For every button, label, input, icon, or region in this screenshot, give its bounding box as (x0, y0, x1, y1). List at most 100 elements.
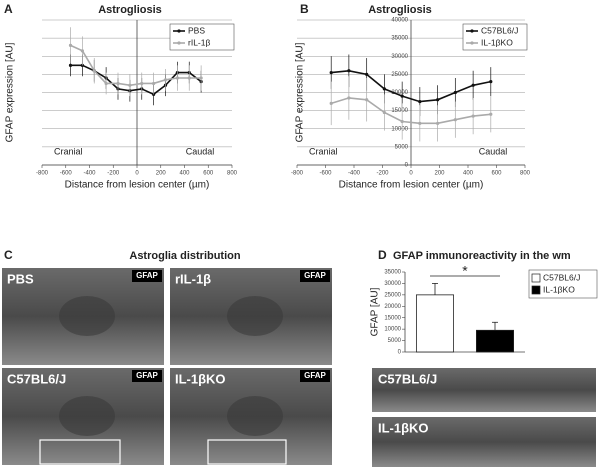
series-line (330, 97, 491, 125)
point (329, 70, 333, 75)
x-tick-label: 800 (520, 171, 531, 177)
y-tick-label: 40000 (391, 18, 408, 24)
micrograph (372, 368, 596, 412)
legend-marker (470, 29, 474, 33)
x-axis-label: Distance from lesion center (µm) (65, 180, 210, 191)
x-axis-label: Distance from lesion center (µm) (339, 180, 484, 191)
point (68, 63, 73, 67)
y-axis-label: GFAP expression [AU] (5, 42, 16, 142)
y-tick-label: 35000 (391, 36, 408, 42)
y-tick-label: 25000 (391, 72, 408, 78)
y-tick-label: 10000 (391, 126, 408, 132)
point (436, 121, 440, 125)
panel-title: Astroglia distribution (129, 250, 241, 262)
image-label: IL-1βKO (175, 371, 226, 386)
series-line (331, 69, 491, 103)
chart-title: GFAP immunoreactivity in the wm (393, 250, 571, 262)
point (68, 43, 73, 47)
point (365, 72, 369, 76)
point (347, 69, 351, 73)
x-tick-label: -800 (291, 171, 304, 177)
point (489, 80, 493, 84)
legend-marker (177, 29, 181, 33)
legend-label: C57BL6/J (481, 25, 518, 35)
point (471, 83, 475, 87)
roi-box (39, 439, 121, 465)
point (199, 76, 203, 80)
point (128, 83, 132, 87)
image-badge: GFAP (304, 271, 326, 280)
legend-label: PBS (188, 25, 205, 35)
x-tick-label: 0 (135, 171, 139, 177)
point (365, 98, 369, 102)
bar (415, 294, 454, 353)
image-label: PBS (7, 271, 34, 286)
image-label: C57BL6/J (7, 371, 66, 386)
x-tick-label: -200 (376, 171, 389, 177)
y-tick-label: 20000 (384, 304, 401, 310)
lesion (227, 296, 283, 336)
lesion (227, 396, 283, 436)
y-tick-label: 25000 (384, 292, 401, 298)
point (382, 110, 386, 115)
lesion (59, 296, 115, 336)
chart-title: Astrogliosis (98, 4, 162, 16)
point (163, 78, 168, 82)
x-tick-label: 800 (227, 171, 238, 177)
point (329, 101, 333, 105)
point (400, 119, 404, 124)
legend-swatch (531, 273, 541, 283)
image-badge: GFAP (304, 371, 326, 380)
y-tick-label: 30000 (384, 281, 401, 287)
legend-marker (470, 41, 474, 45)
point (489, 112, 493, 116)
y-tick-label: 15000 (391, 108, 408, 114)
legend-label: IL-1βKO (543, 284, 575, 294)
legend-box (462, 23, 528, 51)
point (104, 81, 108, 86)
point (453, 90, 457, 95)
point (436, 98, 440, 102)
panel-letter: D (378, 248, 387, 262)
y-axis-label: GFAP [AU] (370, 287, 381, 336)
y-tick-label: 5000 (395, 144, 409, 150)
point (382, 87, 386, 91)
image-label: C57BL6/J (378, 371, 437, 386)
y-tick-label: 10000 (384, 327, 401, 333)
x-tick-label: 600 (491, 171, 502, 177)
x-tick-label: 200 (156, 171, 167, 177)
x-tick-label: 400 (463, 171, 474, 177)
annotation: Cranial (309, 146, 338, 156)
badge-bg (300, 370, 330, 382)
panel-letter: B (300, 2, 309, 16)
annotation: Caudal (479, 146, 508, 156)
panel-letter: A (4, 2, 13, 16)
x-tick-label: -600 (319, 171, 332, 177)
point (418, 99, 422, 104)
point (347, 96, 351, 100)
image-badge: GFAP (136, 371, 158, 380)
y-axis-label: GFAP expression [AU] (295, 42, 306, 142)
point (400, 94, 404, 98)
image-badge: GFAP (136, 271, 158, 280)
y-tick-label: 0 (398, 350, 402, 356)
annotation: Caudal (186, 146, 215, 156)
legend-box (169, 23, 235, 51)
point (116, 81, 120, 86)
series-line (70, 64, 202, 96)
roi-box (207, 439, 287, 465)
point (175, 76, 179, 80)
significance-mark: * (462, 263, 468, 279)
legend-label: C57BL6/J (543, 272, 580, 282)
x-tick-label: 600 (203, 171, 214, 177)
point (80, 49, 84, 53)
point (453, 118, 457, 122)
point (152, 81, 156, 86)
point (140, 81, 144, 86)
lesion (59, 396, 115, 436)
image-label: IL-1βKO (378, 420, 429, 435)
point (471, 114, 475, 118)
x-tick-label: -200 (107, 171, 120, 177)
badge-bg (132, 270, 162, 282)
x-tick-label: -600 (60, 171, 73, 177)
